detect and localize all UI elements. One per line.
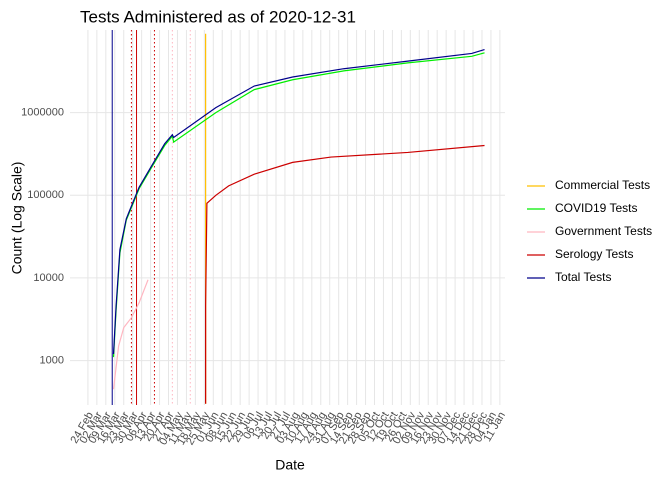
legend-label: Commercial Tests <box>555 178 650 192</box>
series-line <box>112 52 485 358</box>
y-tick-label: 1000 <box>40 354 64 366</box>
series-line <box>205 144 485 404</box>
legend-label: Government Tests <box>555 224 652 238</box>
legend-label: Total Tests <box>555 270 611 284</box>
y-axis-title: Count (Log Scale) <box>9 162 25 275</box>
chart-title: Tests Administered as of 2020-12-31 <box>80 7 356 26</box>
series-line <box>112 279 149 390</box>
y-tick-label: 10000 <box>33 272 64 284</box>
series-line <box>112 48 485 355</box>
x-axis-title: Date <box>275 457 305 473</box>
legend-label: COVID19 Tests <box>555 201 637 215</box>
y-tick-label: 1000000 <box>21 107 64 119</box>
y-tick-label: 100000 <box>27 189 64 201</box>
legend-label: Serology Tests <box>555 247 634 261</box>
